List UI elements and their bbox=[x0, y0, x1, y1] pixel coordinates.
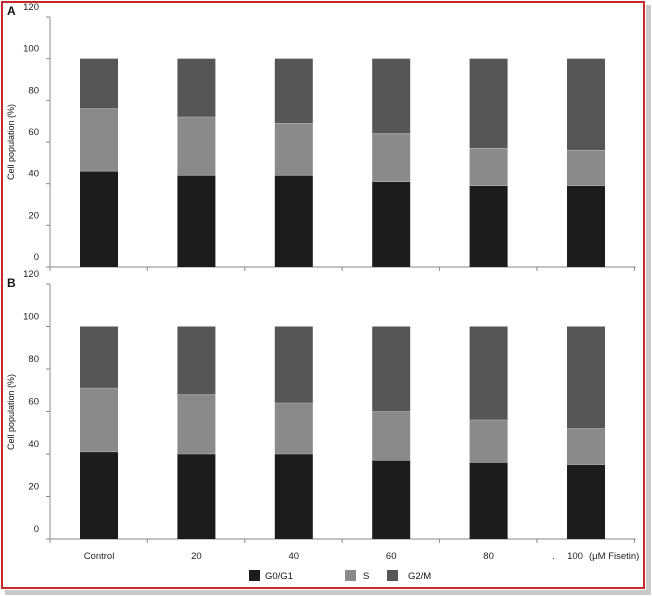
frame-shadow-right bbox=[646, 5, 651, 593]
legend-label-g2m: G2/M bbox=[408, 571, 431, 582]
panel-b-bar-g2m-2 bbox=[274, 326, 313, 403]
panel-b-bar-g2m-3 bbox=[372, 326, 411, 412]
panel-b-y-tick-label: 40 bbox=[28, 439, 39, 450]
panel-a-bar-g0g1-1 bbox=[177, 175, 216, 267]
panel-b-bar-g0g1-5 bbox=[567, 464, 605, 539]
panel-b-x-tick-label-0: Control bbox=[84, 551, 115, 562]
panel-b-bar-g2m-1 bbox=[177, 326, 216, 395]
panel-a-bar-s-3 bbox=[372, 133, 411, 182]
panel-a-y-tick-label: 120 bbox=[23, 2, 39, 13]
panel-b-y-tick-label: 0 bbox=[34, 524, 39, 535]
panel-b-bar-g0g1-0 bbox=[80, 451, 118, 539]
panel-b-bar-g0g1-1 bbox=[177, 454, 216, 539]
panel-b-x-tick-label-1: 20 bbox=[191, 551, 202, 562]
legend: G0/G1 S G2/M bbox=[249, 570, 431, 582]
panel-b-y-tick-label: 80 bbox=[28, 354, 39, 365]
panel-a-bar-s-4 bbox=[469, 148, 508, 186]
panel-b-bar-s-1 bbox=[177, 394, 216, 454]
panel-a-y-tick-label: 80 bbox=[28, 85, 39, 96]
legend-label-g0g1: G0/G1 bbox=[265, 571, 293, 582]
panel-a-bar-g2m-3 bbox=[372, 58, 411, 134]
panel-a-bar-s-2 bbox=[274, 123, 313, 176]
legend-swatch-s bbox=[345, 570, 356, 581]
panel-b-bar-s-2 bbox=[274, 403, 313, 454]
panel-a-bar-g0g1-2 bbox=[274, 175, 313, 267]
panel-b-y-tick-label: 120 bbox=[23, 269, 39, 280]
panel-b-bar-s-5 bbox=[567, 428, 605, 465]
panel-b-y-tick-label: 20 bbox=[28, 482, 39, 493]
panel-a-letter: A bbox=[7, 4, 16, 18]
panel-a-bar-s-5 bbox=[567, 150, 605, 186]
x-axis-unit-dot: . bbox=[552, 551, 555, 562]
panel-a-y-tick-label: 0 bbox=[34, 252, 39, 263]
panel-a-y-tick-label: 40 bbox=[28, 169, 39, 180]
panel-b-y-tick-label: 100 bbox=[23, 312, 39, 323]
panel-a-y-tick-label: 100 bbox=[23, 44, 39, 55]
panel-b-bar-s-4 bbox=[469, 420, 508, 463]
panel-a-bar-s-1 bbox=[177, 117, 216, 176]
legend-label-s: S bbox=[363, 571, 369, 582]
panel-a-bar-g2m-2 bbox=[274, 58, 313, 124]
panel-a-y-tick-label: 60 bbox=[28, 127, 39, 138]
panel-b-bar-g2m-4 bbox=[469, 326, 508, 420]
panel-a-bar-g0g1-3 bbox=[372, 181, 411, 267]
panel-a-bar-g0g1-0 bbox=[80, 171, 118, 267]
legend-swatch-g2m bbox=[387, 570, 398, 581]
panel-b-letter: B bbox=[7, 276, 16, 290]
panel-a-bar-g2m-0 bbox=[80, 58, 118, 109]
panel-b-bar-s-0 bbox=[80, 388, 118, 452]
panel-b-x-tick-label-4: 80 bbox=[483, 551, 494, 562]
panel-b-x-tick-label-3: 60 bbox=[386, 551, 397, 562]
panel-a-y-axis-label: Cell population (%) bbox=[6, 104, 16, 180]
panel-a-bar-g2m-1 bbox=[177, 58, 216, 117]
panel-a-bar-g0g1-4 bbox=[469, 185, 508, 267]
panel-b-y-tick-label: 60 bbox=[28, 397, 39, 408]
panel-b-bar-g2m-0 bbox=[80, 326, 118, 389]
panel-b-bar-g0g1-4 bbox=[469, 462, 508, 539]
panel-b-y-axis-label: Cell population (%) bbox=[6, 374, 16, 450]
panel-b-x-tick-label-5: 100 bbox=[567, 551, 583, 562]
frame-shadow-bottom bbox=[5, 590, 651, 595]
panel-a-bar-g0g1-5 bbox=[567, 185, 605, 267]
panel-a-bar-g2m-4 bbox=[469, 58, 508, 149]
panel-b-bar-s-3 bbox=[372, 411, 411, 461]
panel-b-x-tick-label-2: 40 bbox=[289, 551, 300, 562]
legend-swatch-g0g1 bbox=[249, 570, 260, 581]
x-axis-unit-label: (μM Fisetin) bbox=[589, 551, 639, 562]
panel-b-bar-g0g1-2 bbox=[274, 454, 313, 539]
panel-b-bar-g0g1-3 bbox=[372, 460, 411, 539]
panel-a-bar-s-0 bbox=[80, 108, 118, 172]
panel-a-y-tick-label: 20 bbox=[28, 210, 39, 221]
panel-a-bar-g2m-5 bbox=[567, 58, 605, 151]
panel-b-bar-g2m-5 bbox=[567, 326, 605, 429]
